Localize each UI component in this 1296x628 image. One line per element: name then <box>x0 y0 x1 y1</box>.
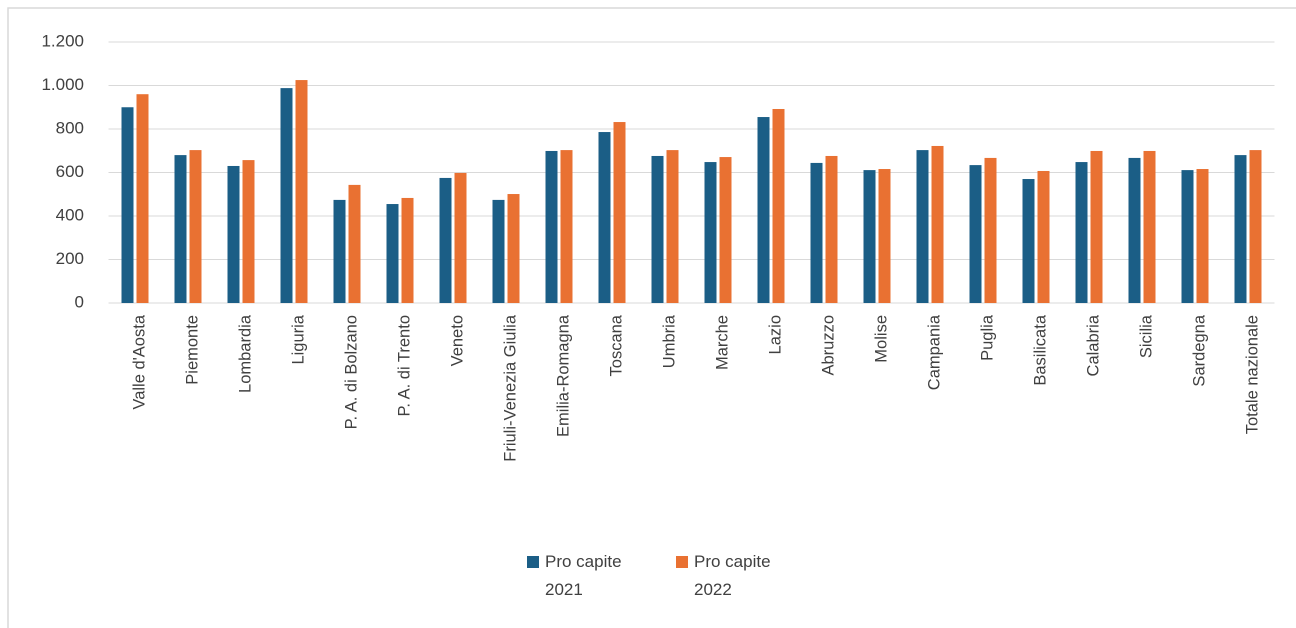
bar <box>1128 157 1141 303</box>
x-tick-label: Sicilia <box>1137 314 1155 358</box>
x-tick-label: Lazio <box>766 315 784 354</box>
bar <box>1075 162 1088 303</box>
x-tick-label: Friuli-Venezia Giulia <box>501 314 519 462</box>
x-tick-label: Basilicata <box>1031 314 1049 385</box>
x-tick-label: Valle d'Aosta <box>130 314 148 409</box>
y-tick-label: 1.000 <box>41 75 84 94</box>
bar <box>772 108 785 304</box>
bar <box>825 155 838 303</box>
bar <box>916 150 929 303</box>
bar <box>386 204 399 303</box>
x-tick-label: Marche <box>713 315 731 370</box>
bar <box>984 157 997 303</box>
bar <box>757 117 770 303</box>
bar <box>863 170 876 303</box>
x-tick-label: Toscana <box>607 314 625 376</box>
legend-label: Pro capite 2021 <box>545 552 622 599</box>
bar <box>1090 150 1103 303</box>
legend-swatch <box>676 556 688 568</box>
bar <box>969 165 982 303</box>
bar <box>931 145 944 303</box>
bar <box>1022 179 1035 303</box>
bar <box>560 150 573 303</box>
x-tick-label: Liguria <box>289 314 307 364</box>
bar <box>333 199 346 303</box>
bar <box>401 197 414 303</box>
x-tick-label: Calabria <box>1084 314 1102 376</box>
bar <box>719 157 732 303</box>
legend-entry: Pro capite 2021 <box>545 552 622 599</box>
y-tick-label: 400 <box>56 205 84 224</box>
bar <box>1234 155 1247 303</box>
bar <box>1249 150 1262 303</box>
bar <box>507 194 520 303</box>
bar <box>227 165 240 303</box>
x-tick-label: Campania <box>925 314 943 390</box>
chart-border <box>7 7 1296 628</box>
bar <box>174 155 187 303</box>
bar <box>280 88 293 303</box>
bar <box>1143 150 1156 303</box>
bar <box>598 132 611 303</box>
x-tick-label: Veneto <box>448 315 466 366</box>
bar <box>651 155 664 303</box>
bar <box>454 172 467 303</box>
x-tick-label: Lombardia <box>236 314 254 393</box>
x-tick-label: Molise <box>872 315 890 363</box>
bar <box>121 107 134 303</box>
x-tick-label: P. A. di Bolzano <box>342 315 360 429</box>
x-tick-label: Totale nazionale <box>1243 315 1261 434</box>
y-tick-label: 600 <box>56 162 84 181</box>
x-tick-label: Emilia-Romagna <box>554 314 572 437</box>
y-tick-label: 1.200 <box>41 31 84 50</box>
y-tick-label: 800 <box>56 118 84 137</box>
bar <box>1181 170 1194 303</box>
bar <box>1037 170 1050 303</box>
bar <box>295 80 308 303</box>
bar <box>545 150 558 303</box>
bar <box>136 94 149 303</box>
bar <box>348 184 361 303</box>
bar <box>492 199 505 303</box>
bar <box>242 160 255 303</box>
x-tick-label: Umbria <box>660 314 678 368</box>
bar <box>1196 169 1209 303</box>
bar <box>666 150 679 303</box>
bar <box>878 169 891 303</box>
legend-swatch <box>527 556 539 568</box>
bar <box>189 150 202 303</box>
legend-entry: Pro capite 2022 <box>694 552 771 599</box>
y-tick-label: 0 <box>75 292 84 311</box>
bar <box>613 122 626 303</box>
legend-label: Pro capite 2022 <box>694 552 771 599</box>
bar <box>810 162 823 303</box>
bar <box>439 177 452 303</box>
y-tick-label: 200 <box>56 249 84 268</box>
x-tick-label: P. A. di Trento <box>395 315 413 417</box>
x-tick-label: Piemonte <box>183 315 201 385</box>
x-tick-label: Sardegna <box>1190 314 1208 386</box>
bar <box>704 162 717 303</box>
x-tick-label: Abruzzo <box>819 315 837 376</box>
x-tick-label: Puglia <box>978 314 996 361</box>
